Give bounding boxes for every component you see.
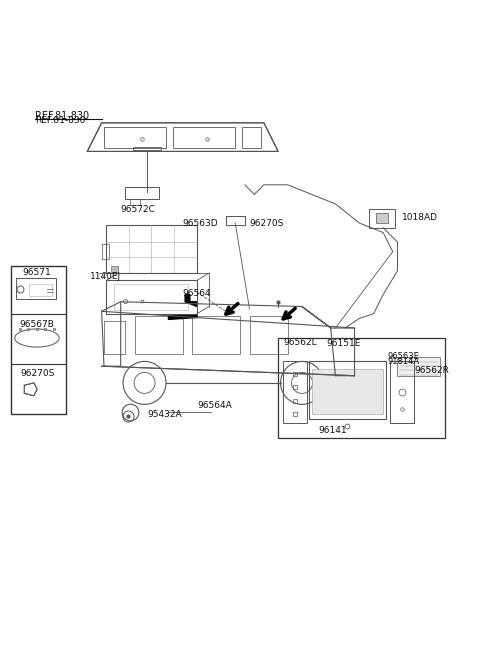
Text: 96563D: 96563D [183,218,218,228]
Bar [130,199,140,205]
Text: 96567B: 96567B [20,319,55,329]
Bar [132,147,161,150]
Text: 96141: 96141 [319,426,348,435]
Bar [135,316,183,354]
Text: 1140EJ: 1140EJ [90,272,121,281]
Text: 95432A: 95432A [147,411,181,419]
Bar [29,283,52,296]
Bar [102,245,109,259]
Text: 96563E: 96563E [388,352,420,361]
Bar [104,127,166,148]
Bar [309,361,385,419]
Text: 96151E: 96151E [326,338,360,348]
Text: REF.81-830: REF.81-830 [35,116,85,125]
Bar [114,283,188,310]
Text: 1018AD: 1018AD [402,213,438,222]
Text: 96562R: 96562R [414,367,449,375]
Bar [192,316,240,354]
Bar [11,266,66,414]
Text: 96572C: 96572C [120,205,156,214]
Text: 96571: 96571 [23,268,51,277]
Bar [16,278,56,299]
Bar [242,127,262,148]
Bar [278,338,445,438]
Bar [376,213,388,223]
Text: 96270S: 96270S [20,369,54,378]
Text: 96564: 96564 [183,289,211,298]
Text: 96270S: 96270S [250,218,284,228]
Text: 91814A: 91814A [388,357,420,366]
Bar [250,316,288,354]
Polygon shape [304,309,328,325]
Text: 96564A: 96564A [197,401,232,410]
Bar [107,226,197,273]
Text: REF.81-830: REF.81-830 [35,111,89,121]
Bar [397,357,441,376]
Bar [390,361,414,423]
Bar [369,209,395,228]
Bar [125,187,159,199]
Bar [312,369,383,414]
Bar [226,216,245,226]
Bar [111,266,118,272]
Bar [173,127,235,148]
Polygon shape [168,315,197,319]
Polygon shape [185,295,197,306]
Bar [283,361,307,423]
Bar [104,321,125,354]
Text: 96562L: 96562L [283,338,317,347]
